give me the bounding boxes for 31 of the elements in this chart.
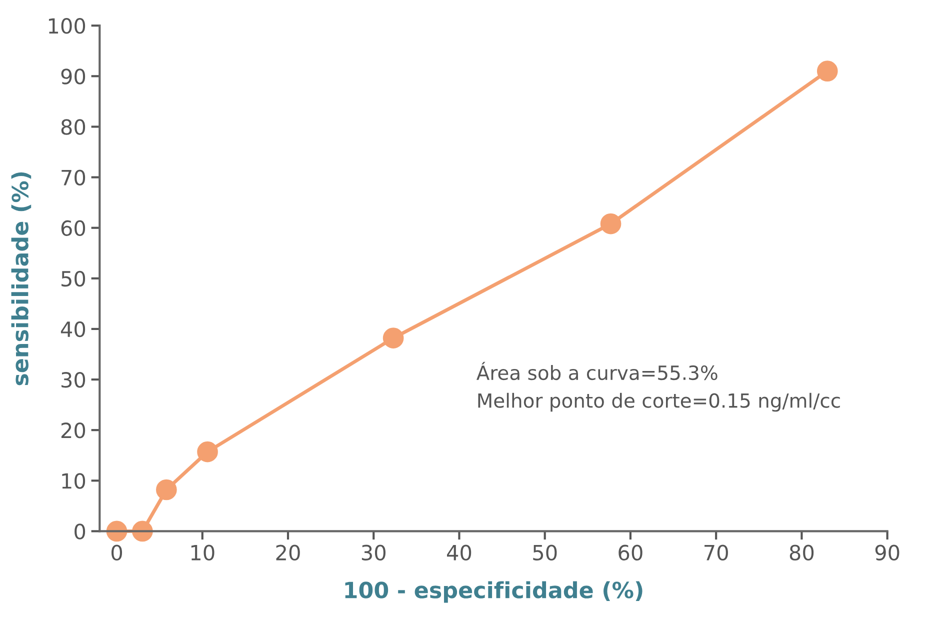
y-tick-label: 80 [61, 119, 86, 135]
x-tick-label: 70 [704, 544, 728, 561]
y-tick-label: 50 [62, 270, 86, 287]
y-tick-label: 70 [62, 170, 86, 186]
y-tick-label: 20 [61, 422, 86, 438]
y-tick-label: 0 [74, 524, 86, 540]
y-axis-title: sensibilidade (%) [11, 172, 32, 386]
x-tick-label: 50 [533, 544, 557, 561]
x-tick-label: 0 [112, 544, 122, 561]
y-tick-label: 90 [61, 68, 86, 84]
y-tick-label: 40 [60, 321, 86, 338]
x-tick-label: 60 [618, 544, 642, 561]
annotation: Área sob a curva=55.3% [476, 362, 718, 380]
point [816, 60, 838, 82]
y-tick-label: 100 [48, 18, 86, 34]
point [156, 479, 177, 500]
x-axis-title: 100 - especificidade (%) [345, 581, 642, 603]
y-tick-label: 30 [62, 372, 86, 388]
x-tick-label: 80 [790, 544, 814, 561]
point [106, 520, 128, 542]
y-tick-label: 10 [62, 473, 86, 489]
point [382, 328, 404, 348]
point [600, 213, 622, 234]
x-tick-label: 30 [362, 544, 386, 561]
y-tick-label: 60 [61, 220, 86, 236]
x-tick-label: 40 [446, 544, 472, 561]
x-tick-label: 20 [276, 544, 300, 561]
x-tick-label: 90 [875, 544, 900, 561]
annotation: Melhor ponto de corte=0.15 ng/ml/cc [478, 392, 840, 412]
point [197, 441, 218, 462]
x-tick-label: 10 [191, 544, 214, 561]
